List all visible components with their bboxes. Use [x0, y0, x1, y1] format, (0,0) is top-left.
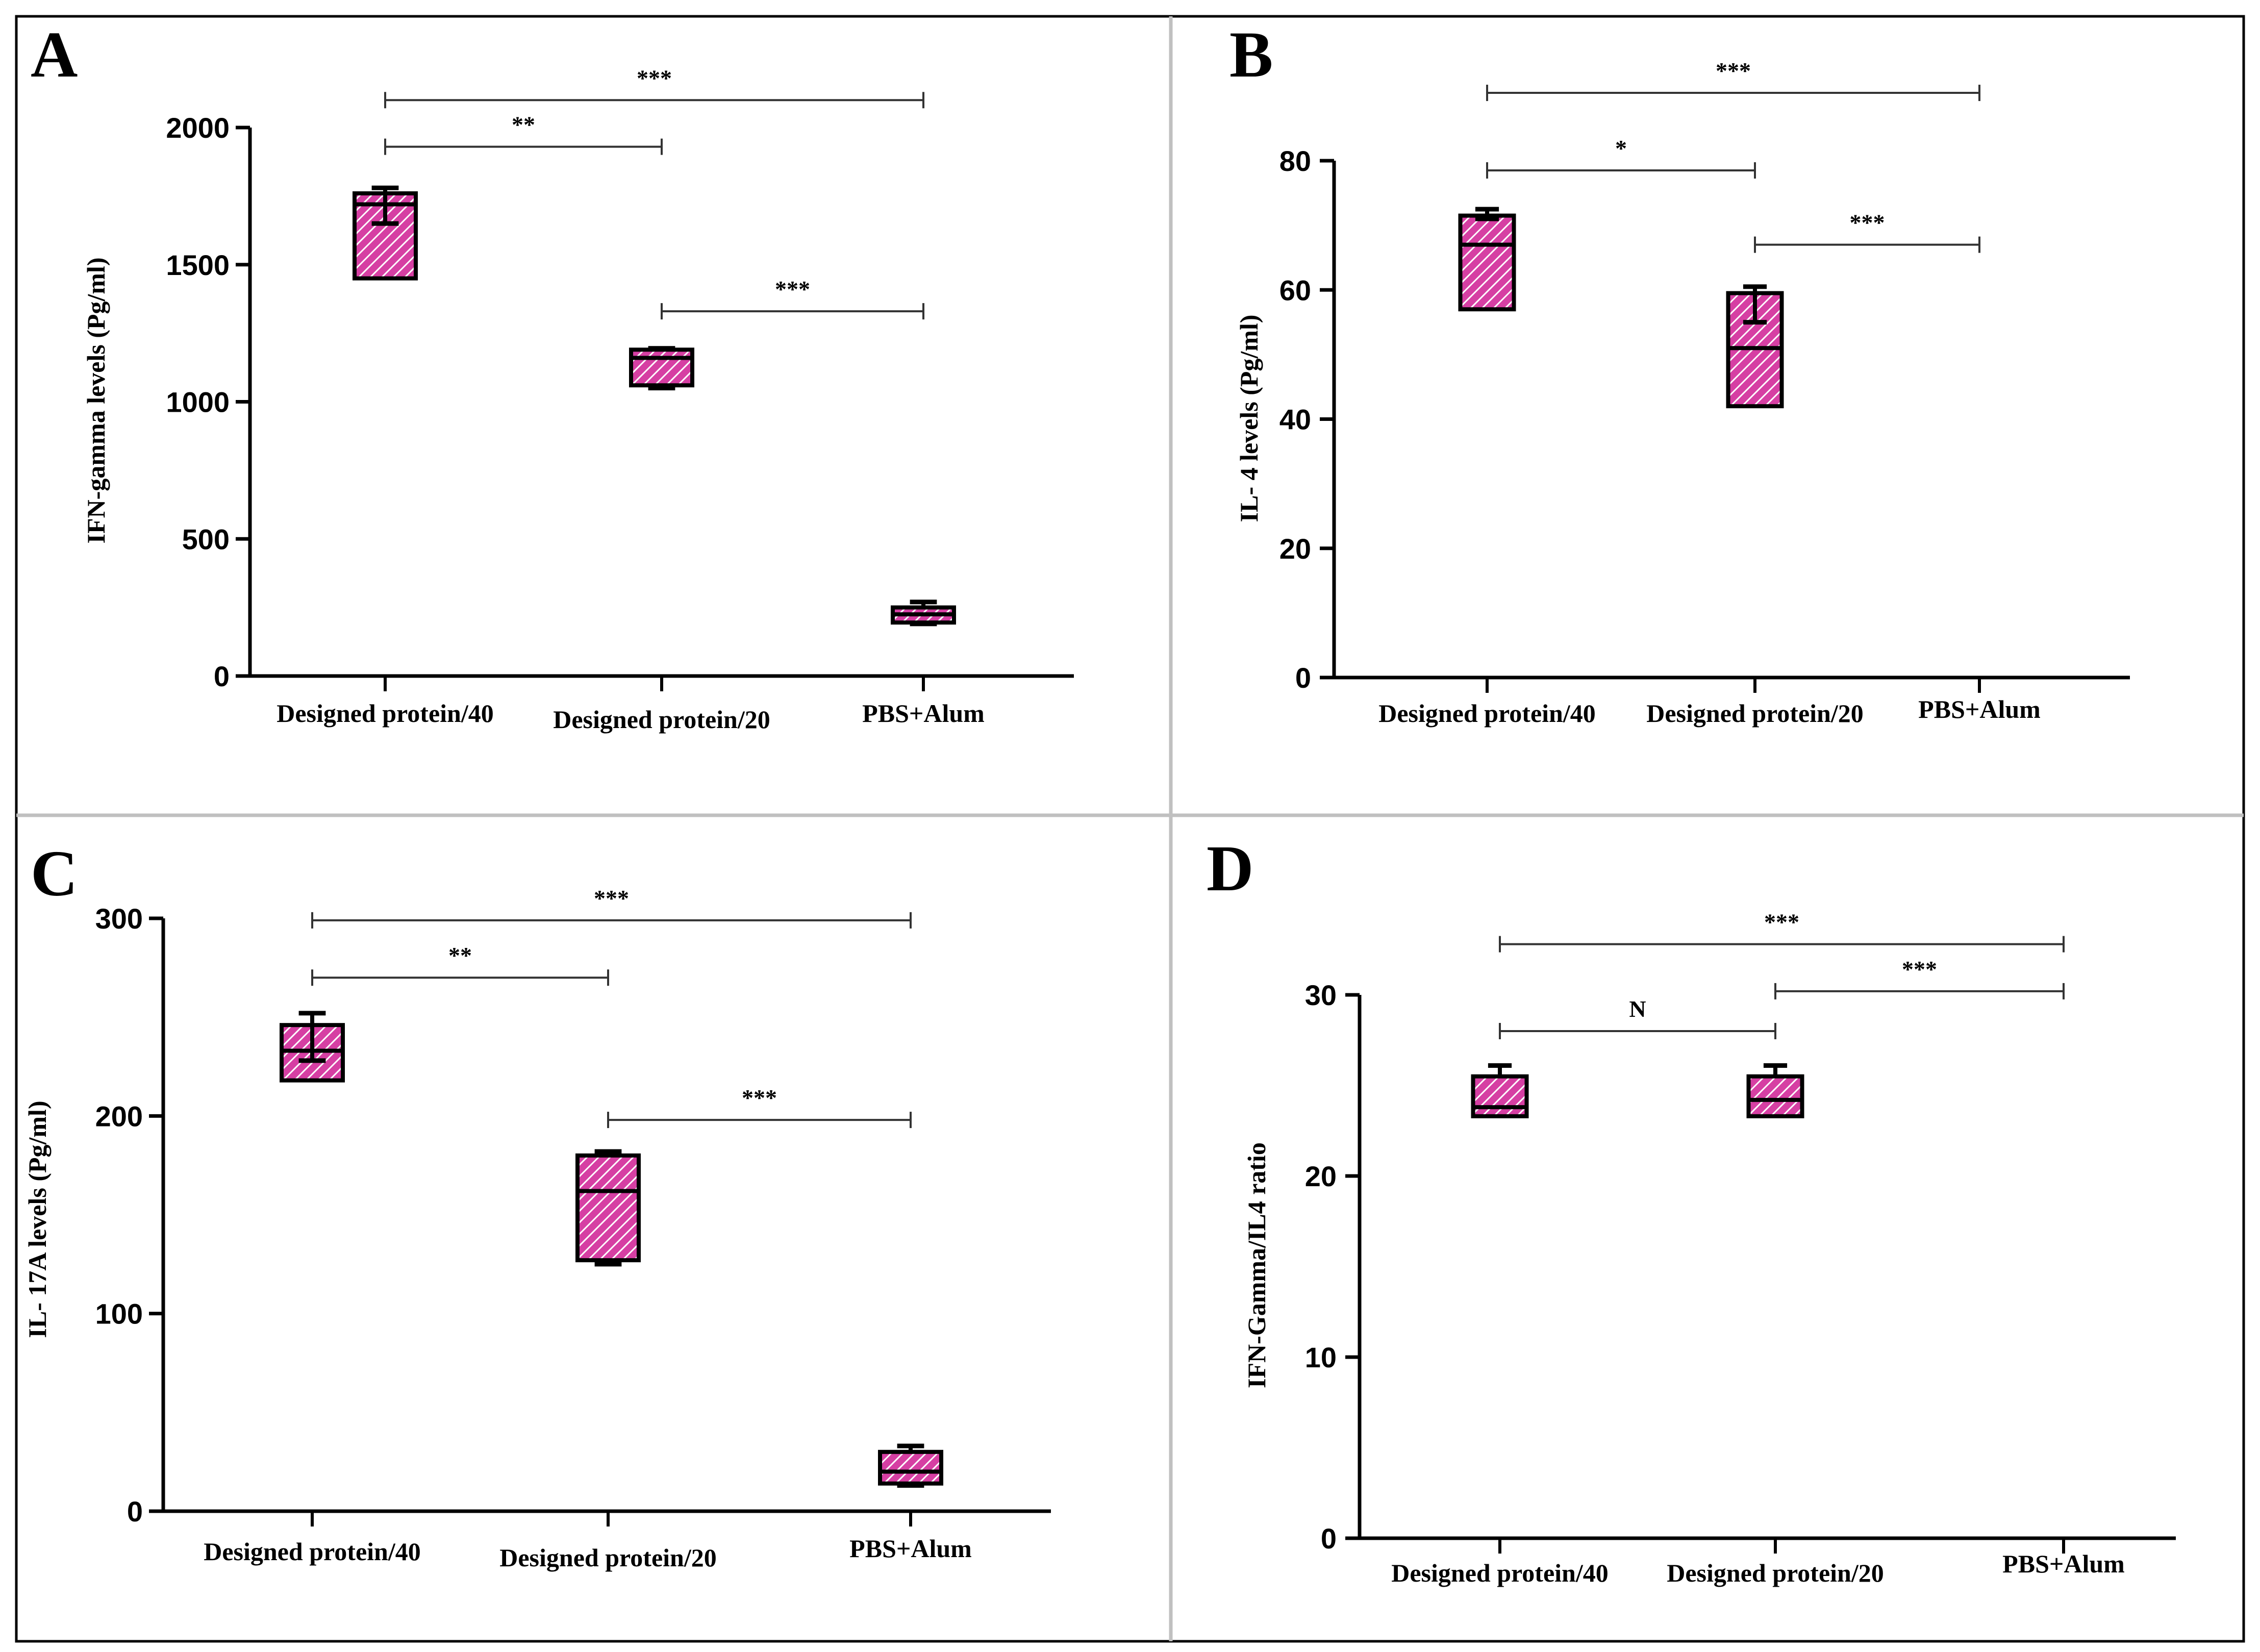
y-tick-label: 500: [182, 523, 230, 555]
box-body: [629, 347, 694, 388]
y-tick-label: 2000: [166, 112, 230, 144]
significance-bracket: **: [311, 942, 609, 986]
category-label: Designed protein/40: [204, 1537, 421, 1566]
category-label: Designed protein/40: [277, 699, 494, 728]
box-body: [1471, 1074, 1529, 1118]
panel-d: D 0 10 20 30 IFN-Gamma/IL4 ratio Designed prot…: [1207, 832, 2176, 1587]
y-tick-label: 20: [1305, 1160, 1337, 1192]
panel-c: C 0 100 200 300 IL- 17A levels (Pg/ml) Designe…: [23, 837, 1051, 1572]
category-label: Designed protein/40: [1378, 699, 1596, 728]
significance-bracket: *: [1486, 135, 1756, 179]
y-tick-label: 40: [1279, 404, 1311, 436]
y-tick-label: 300: [95, 903, 143, 935]
y-tick-label: 80: [1279, 145, 1311, 177]
box-1: [353, 185, 418, 281]
panel-letter: B: [1229, 18, 1273, 91]
box-2: [575, 1149, 641, 1267]
box-3: [891, 599, 956, 627]
category-label: PBS+Alum: [862, 699, 985, 728]
significance-bracket: ***: [1774, 956, 2065, 999]
y-tick-label: 200: [95, 1100, 143, 1132]
y-tick-label: 1500: [166, 249, 230, 281]
significance-bracket: **: [384, 112, 663, 155]
significance-label: *: [1615, 135, 1627, 161]
box-body: [1458, 213, 1516, 312]
box-2: [629, 346, 694, 391]
panel-b: B 0 20 40 60 80 IL- 4 levels (Pg/ml) Designed p…: [1229, 18, 2130, 728]
box-body: [878, 1449, 943, 1486]
significance-label: ***: [1764, 909, 1799, 935]
significance-label: N: [1629, 996, 1646, 1022]
y-tick-label: 0: [214, 660, 230, 692]
y-tick-label: 60: [1279, 274, 1311, 306]
significance-bracket: ***: [661, 276, 924, 320]
y-tick-label: 100: [95, 1298, 143, 1330]
box-1: [1471, 1063, 1529, 1118]
significance-label: ***: [1902, 956, 1937, 982]
y-tick-label: 0: [127, 1495, 143, 1528]
category-label: Designed protein/40: [1391, 1559, 1609, 1587]
panel-letter: D: [1207, 832, 1253, 905]
significance-bracket: ***: [1486, 58, 1980, 102]
significance-label: ***: [1850, 210, 1885, 236]
significance-label: ***: [775, 276, 810, 302]
panel-a: A 0 500 1000 1500 2000 IFN-gamma levels (Pg/ml…: [31, 18, 1074, 734]
y-tick-label: 30: [1305, 979, 1337, 1011]
category-label: Designed protein/20: [499, 1543, 717, 1572]
category-label: Designed protein/20: [553, 705, 770, 734]
y-axis-label: IFN-gamma levels (Pg/ml): [82, 258, 110, 544]
significance-bracket: ***: [1754, 210, 1980, 253]
significance-bracket: ***: [1499, 909, 2065, 953]
category-label: PBS+Alum: [1918, 695, 2041, 723]
box-1: [280, 1011, 345, 1083]
panel-letter: A: [31, 18, 78, 91]
significance-label: ***: [594, 885, 629, 911]
y-tick-label: 1000: [166, 386, 230, 418]
figure-frame: [15, 15, 2245, 1643]
category-label: Designed protein/20: [1646, 699, 1864, 728]
category-label: PBS+Alum: [849, 1534, 972, 1563]
panel-letter: C: [31, 837, 78, 910]
significance-bracket: ***: [384, 65, 924, 109]
y-tick-label: 10: [1305, 1341, 1337, 1373]
significance-label: ***: [637, 65, 672, 91]
y-axis-label: IL- 4 levels (Pg/ml): [1235, 315, 1263, 522]
y-axis-label: IL- 17A levels (Pg/ml): [23, 1100, 52, 1338]
box-body: [575, 1153, 641, 1263]
y-tick-label: 20: [1279, 533, 1311, 565]
box-body: [1746, 1074, 1804, 1118]
box-2: [1726, 284, 1784, 409]
box-1: [1458, 207, 1516, 312]
y-tick-label: 0: [1295, 662, 1311, 694]
category-label: PBS+Alum: [2002, 1549, 2125, 1578]
significance-bracket: N: [1499, 996, 1776, 1039]
category-label: Designed protein/20: [1667, 1559, 1884, 1587]
box-2: [1746, 1063, 1804, 1118]
y-axis-label: IFN-Gamma/IL4 ratio: [1242, 1142, 1271, 1388]
significance-label: **: [512, 112, 535, 138]
y-tick-label: 0: [1321, 1522, 1337, 1555]
significance-label: ***: [742, 1085, 777, 1111]
significance-label: ***: [1716, 58, 1751, 84]
significance-bracket: ***: [311, 885, 912, 929]
significance-label: **: [448, 942, 472, 968]
significance-bracket: ***: [607, 1085, 912, 1129]
box-3: [878, 1443, 943, 1488]
